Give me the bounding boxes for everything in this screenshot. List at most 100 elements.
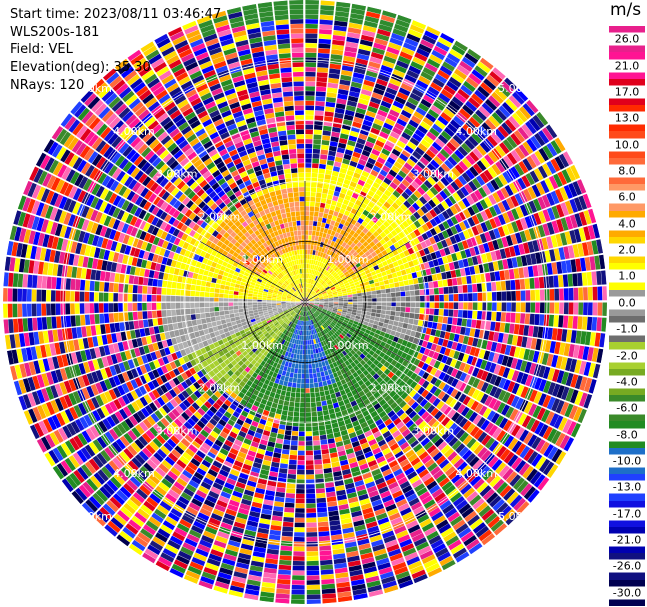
velocity-gate (490, 321, 496, 331)
velocity-gate (404, 242, 412, 250)
velocity-gate (588, 362, 596, 378)
velocity-gate (347, 330, 354, 336)
velocity-gate (285, 497, 295, 503)
velocity-gate (290, 353, 294, 358)
velocity-gate (313, 353, 317, 359)
velocity-gate (510, 166, 521, 179)
velocity-gate (339, 192, 346, 199)
velocity-gate (580, 257, 587, 272)
velocity-gate (423, 499, 436, 509)
velocity-gate (331, 367, 337, 374)
velocity-gate (320, 312, 325, 316)
velocity-gate (245, 584, 260, 591)
velocity-gate (481, 533, 496, 546)
velocity-gate (305, 445, 313, 451)
velocity-gate (443, 84, 456, 96)
velocity-gate (472, 293, 478, 301)
velocity-gate (313, 377, 318, 383)
velocity-gate (367, 525, 380, 534)
velocity-gate (309, 299, 314, 301)
velocity-gate (266, 347, 272, 353)
velocity-gate (307, 288, 309, 293)
velocity-gate (256, 427, 264, 435)
velocity-gate (325, 203, 331, 210)
velocity-gate (92, 455, 104, 468)
velocity-gate (511, 257, 518, 268)
velocity-gate (188, 479, 200, 489)
velocity-gate (320, 288, 325, 292)
velocity-gate (310, 309, 314, 314)
velocity-gate (305, 148, 313, 154)
velocity-gate (353, 147, 363, 154)
velocity-gate (325, 321, 330, 326)
velocity-gate (335, 411, 342, 418)
velocity-gate (372, 324, 378, 329)
velocity-gate (305, 254, 308, 259)
velocity-gate (567, 245, 575, 259)
velocity-gate (408, 336, 415, 343)
velocity-gate (408, 260, 415, 268)
velocity-gate (305, 28, 318, 34)
velocity-gate (262, 577, 276, 584)
velocity-gate (319, 163, 326, 170)
velocity-gate (535, 252, 542, 264)
velocity-gate (337, 294, 343, 297)
velocity-gate (293, 411, 300, 417)
velocity-gate (331, 397, 338, 404)
velocity-gate (270, 337, 275, 343)
velocity-gate (562, 419, 573, 434)
velocity-gate (362, 350, 369, 356)
velocity-gate (360, 154, 369, 162)
velocity-gate (424, 526, 437, 537)
velocity-gate (305, 110, 314, 115)
velocity-gate (340, 313, 346, 318)
velocity-gate (271, 515, 283, 522)
velocity-gate (274, 368, 280, 374)
velocity-gate (348, 299, 353, 302)
velocity-gate (252, 462, 262, 469)
velocity-gate (415, 146, 425, 156)
velocity-gate (317, 322, 321, 327)
velocity-gate (222, 558, 236, 566)
velocity-gate (412, 350, 419, 358)
velocity-gate (429, 227, 437, 236)
velocity-gate (561, 371, 569, 385)
velocity-gate (328, 73, 340, 79)
velocity-gate (251, 339, 257, 345)
velocity-gate (305, 153, 312, 159)
velocity-gate (298, 340, 301, 345)
velocity-gate (310, 245, 314, 250)
velocity-gate (429, 448, 440, 458)
velocity-gate (365, 481, 376, 489)
velocity-gate (357, 179, 366, 187)
velocity-gate (560, 217, 569, 231)
velocity-gate (307, 306, 310, 311)
velocity-gate (355, 429, 364, 436)
velocity-gate (340, 315, 346, 320)
velocity-gate (431, 434, 441, 444)
velocity-gate (466, 355, 474, 365)
velocity-gate (336, 98, 347, 105)
velocity-gate (315, 282, 319, 287)
velocity-gate (338, 89, 349, 96)
velocity-gate (370, 51, 384, 60)
velocity-gate (321, 376, 326, 382)
velocity-gate (425, 221, 434, 230)
velocity-gate (216, 364, 223, 372)
velocity-gate (410, 307, 415, 313)
velocity-gate (510, 149, 522, 163)
velocity-gate (176, 383, 185, 393)
velocity-gate (442, 373, 451, 383)
velocity-gate (405, 234, 413, 242)
velocity-gate (428, 281, 434, 289)
velocity-gate (233, 346, 239, 353)
velocity-gate (443, 247, 451, 256)
velocity-gate (458, 503, 471, 515)
velocity-gate (428, 534, 442, 545)
velocity-gate (299, 315, 302, 321)
velocity-gate (56, 463, 69, 477)
velocity-gate (206, 495, 218, 504)
velocity-gate (170, 435, 180, 445)
velocity-gate (503, 155, 514, 168)
velocity-gate (222, 348, 229, 355)
